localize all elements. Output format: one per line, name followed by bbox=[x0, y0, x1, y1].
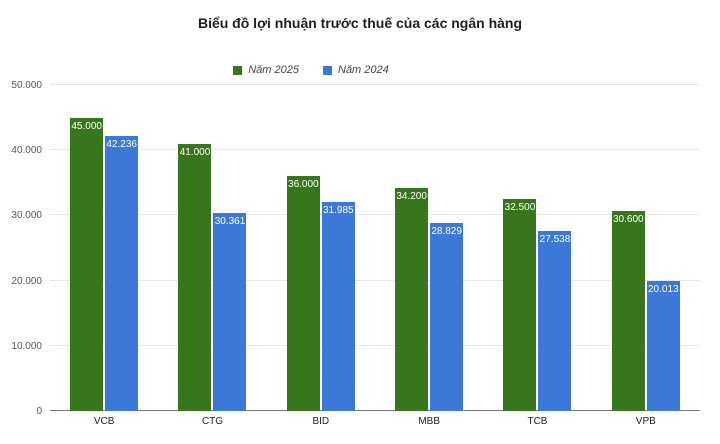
y-axis-tick-label: 20.000 bbox=[11, 275, 42, 287]
chart-legend: Năm 2025 Năm 2024 bbox=[0, 64, 720, 76]
y-axis-tick-label: 50.000 bbox=[11, 80, 42, 91]
bar-value-label: 34.200 bbox=[396, 191, 427, 202]
bar-value-label: 31.985 bbox=[323, 205, 354, 216]
bar-group-vcb: 45.000 42.236 bbox=[50, 85, 158, 411]
y-axis-tick-label: 40.000 bbox=[11, 145, 42, 157]
bar-value-label: 30.600 bbox=[613, 214, 644, 225]
x-axis-label-mbb: MBB bbox=[418, 416, 440, 427]
x-axis-label-vpb: VPB bbox=[635, 416, 656, 427]
bar-group-vpb: 30.600 20.013 bbox=[592, 85, 700, 411]
bar-năm-2024-vpb[interactable]: 20.013 bbox=[646, 281, 680, 411]
x-axis-label-bid: BID bbox=[312, 416, 330, 427]
bar-năm-2025-ctg[interactable]: 41.000 bbox=[178, 144, 212, 411]
bar-value-label: 28.829 bbox=[431, 226, 462, 237]
bar-năm-2024-vcb[interactable]: 42.236 bbox=[105, 136, 139, 411]
legend-label: Năm 2024 bbox=[338, 64, 389, 76]
y-axis-tick-label: 10.000 bbox=[11, 340, 42, 352]
legend-swatch-icon bbox=[233, 65, 243, 75]
bar-năm-2024-tcb[interactable]: 27.538 bbox=[538, 231, 572, 411]
x-axis-labels: VCB CTG BID MBB TCB VPB bbox=[50, 416, 700, 427]
bar-năm-2025-bid[interactable]: 36.000 bbox=[286, 176, 320, 411]
bar-năm-2025-vpb[interactable]: 30.600 bbox=[611, 211, 645, 411]
x-axis-baseline bbox=[50, 410, 700, 411]
bar-năm-2024-mbb[interactable]: 28.829 bbox=[430, 223, 464, 411]
x-axis-label-vcb: VCB bbox=[93, 416, 115, 427]
bar-năm-2025-mbb[interactable]: 34.200 bbox=[395, 188, 429, 411]
bar-value-label: 27.538 bbox=[539, 234, 571, 245]
x-axis-label-ctg: CTG bbox=[201, 416, 224, 427]
bar-năm-2025-vcb[interactable]: 45.000 bbox=[70, 118, 104, 411]
legend-swatch-icon bbox=[323, 65, 332, 75]
y-axis-tick-label: 30.000 bbox=[11, 210, 42, 222]
legend-item-nam-2024[interactable]: Năm 2024 bbox=[323, 64, 389, 76]
bar-value-label: 36.000 bbox=[288, 179, 319, 190]
bar-value-label: 42.236 bbox=[106, 139, 137, 150]
bar-value-label: 41.000 bbox=[179, 147, 211, 158]
gridline bbox=[50, 344, 700, 346]
bar-value-label: 45.000 bbox=[71, 121, 102, 132]
bar-năm-2024-bid[interactable]: 31.985 bbox=[321, 202, 355, 411]
bar-năm-2025-tcb[interactable]: 32.500 bbox=[503, 199, 537, 411]
bar-value-label: 20.013 bbox=[648, 284, 679, 295]
bar-value-label: 30.361 bbox=[214, 216, 246, 227]
bar-group-mbb: 34.200 28.829 bbox=[375, 85, 483, 411]
chart-title: Biểu đồ lợi nhuận trước thuế của các ngâ… bbox=[197, 15, 523, 31]
bar-group-bid: 36.000 31.985 bbox=[267, 85, 375, 411]
plot-area: 45.000 42.236 41.000 30.361 36.000 31.985 34.2… bbox=[50, 84, 700, 411]
bar-năm-2024-ctg[interactable]: 30.361 bbox=[213, 213, 247, 411]
gridline bbox=[50, 149, 700, 151]
bar-group-ctg: 41.000 30.361 bbox=[158, 85, 266, 411]
gridline bbox=[50, 214, 700, 216]
gridline bbox=[50, 279, 700, 281]
y-axis-tick-label: 0 bbox=[36, 406, 42, 417]
legend-item-nam-2025[interactable]: Năm 2025 bbox=[233, 64, 299, 76]
bars-row: 45.000 42.236 41.000 30.361 36.000 31.985 34.2… bbox=[50, 85, 700, 411]
legend-label: Năm 2025 bbox=[248, 64, 299, 76]
gridline bbox=[50, 84, 700, 85]
bar-value-label: 32.500 bbox=[504, 202, 536, 213]
bar-group-tcb: 32.500 27.538 bbox=[483, 85, 591, 411]
x-axis-label-tcb: TCB bbox=[527, 416, 548, 427]
